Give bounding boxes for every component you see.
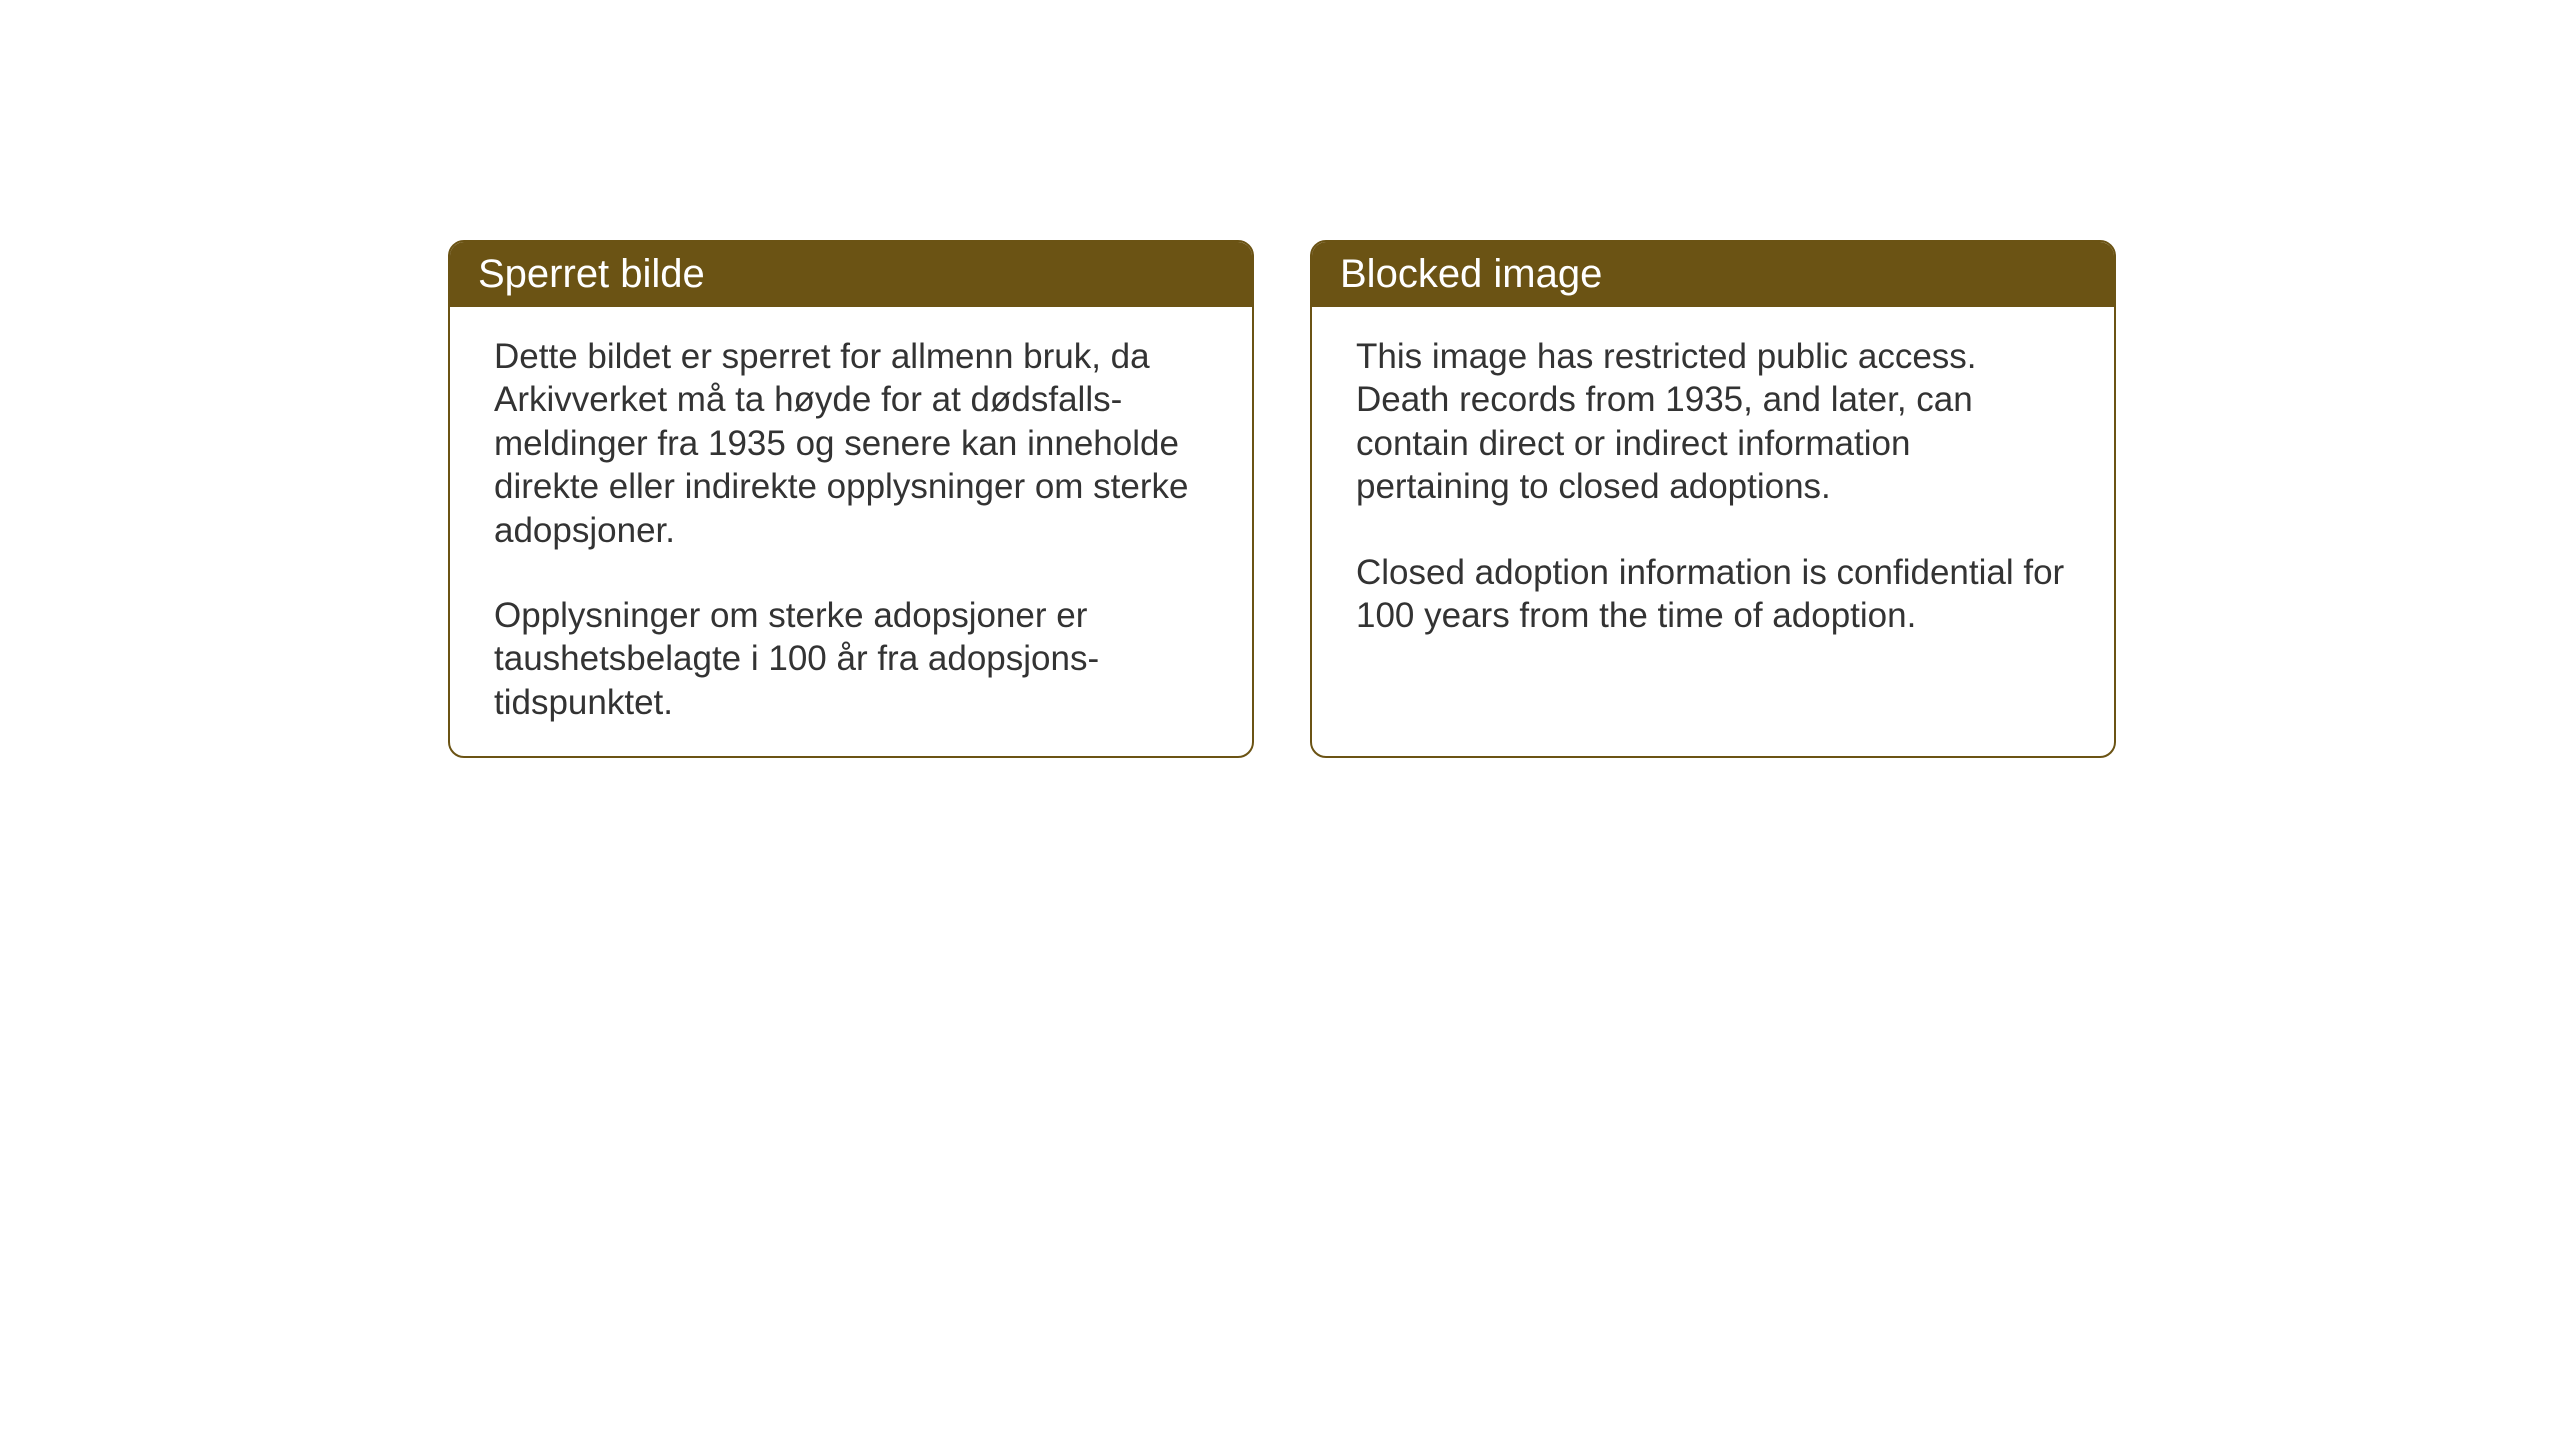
notice-container: Sperret bilde Dette bildet er sperret fo…	[448, 240, 2116, 758]
card-header-norwegian: Sperret bilde	[450, 242, 1252, 307]
card-paragraph: This image has restricted public access.…	[1356, 335, 2070, 509]
card-paragraph: Dette bildet er sperret for allmenn bruk…	[494, 335, 1208, 552]
notice-card-english: Blocked image This image has restricted …	[1310, 240, 2116, 758]
notice-card-norwegian: Sperret bilde Dette bildet er sperret fo…	[448, 240, 1254, 758]
card-paragraph: Closed adoption information is confident…	[1356, 551, 2070, 638]
card-paragraph: Opplysninger om sterke adopsjoner er tau…	[494, 594, 1208, 724]
card-body-english: This image has restricted public access.…	[1312, 307, 2114, 669]
card-header-english: Blocked image	[1312, 242, 2114, 307]
card-body-norwegian: Dette bildet er sperret for allmenn bruk…	[450, 307, 1252, 756]
